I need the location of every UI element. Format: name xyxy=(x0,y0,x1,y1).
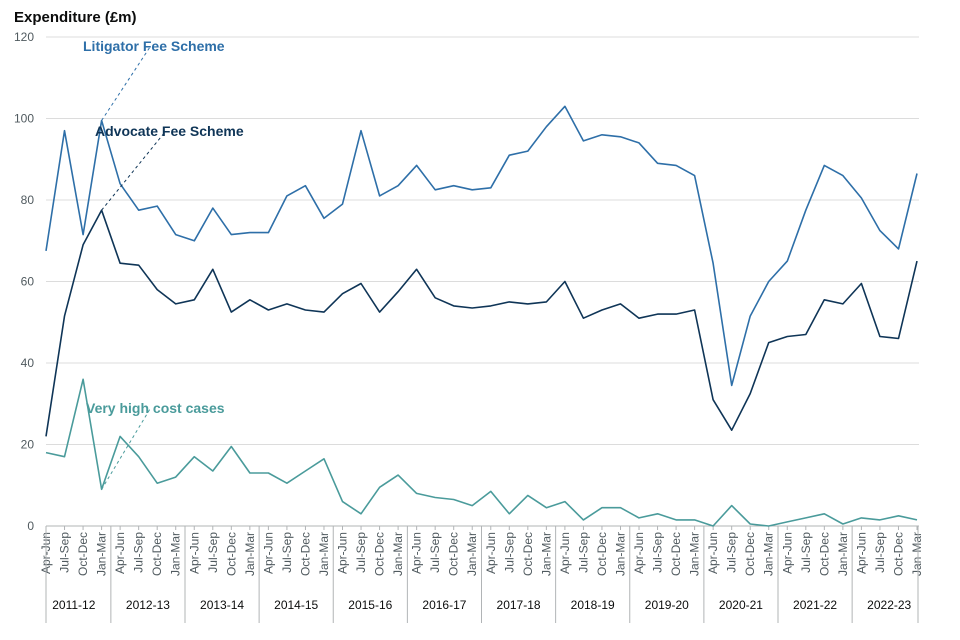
x-tick-label: Jul-Sep xyxy=(132,532,146,573)
x-tick-label: Jan-Mar xyxy=(762,532,776,576)
year-label-2016-17: 2016-17 xyxy=(422,598,466,612)
y-tick-label: 80 xyxy=(21,193,35,207)
x-tick-label: Jul-Sep xyxy=(651,532,665,573)
x-tick-label: Jul-Sep xyxy=(799,532,813,573)
y-tick-label: 0 xyxy=(27,519,34,533)
x-tick-label: Oct-Dec xyxy=(521,532,535,576)
x-tick-label: Oct-Dec xyxy=(224,532,238,576)
y-axis-ticks: 0 20 40 60 80 100 120 xyxy=(14,30,34,533)
year-label-2020-21: 2020-21 xyxy=(719,598,763,612)
x-tick-label: Oct-Dec xyxy=(447,532,461,576)
x-tick-label: Jul-Sep xyxy=(725,532,739,573)
x-tick-label: Oct-Dec xyxy=(76,532,90,576)
series-line-litigator-fee-scheme xyxy=(45,105,918,387)
x-tick-label: Jul-Sep xyxy=(58,532,72,573)
year-label-2014-15: 2014-15 xyxy=(274,598,318,612)
x-tick-label: Jul-Sep xyxy=(502,532,516,573)
x-tick-label: Jul-Sep xyxy=(576,532,590,573)
x-tick-label: Jan-Mar xyxy=(391,532,405,576)
x-tick-label: Jan-Mar xyxy=(465,532,479,576)
x-tick-label: Oct-Dec xyxy=(817,532,831,576)
x-tick-label: Apr-Jun xyxy=(261,532,275,574)
x-tick-label: Apr-Jun xyxy=(484,532,498,574)
series-line-very-high-cost-cases xyxy=(45,378,918,527)
x-tick-label: Jan-Mar xyxy=(317,532,331,576)
x-tick-label: Oct-Dec xyxy=(298,532,312,576)
gridlines xyxy=(46,36,919,527)
year-label-2018-19: 2018-19 xyxy=(571,598,615,612)
y-tick-label: 60 xyxy=(21,275,35,289)
x-tick-label: Apr-Jun xyxy=(706,532,720,574)
leader-line-very-high-cost-cases xyxy=(101,408,151,490)
leader-line-advocate-fee-scheme xyxy=(101,131,166,211)
series-label-very-high-cost-cases: Very high cost cases xyxy=(86,400,225,416)
x-tick-label: Oct-Dec xyxy=(669,532,683,576)
x-tick-label: Apr-Jun xyxy=(187,532,201,574)
x-tick-label: Oct-Dec xyxy=(743,532,757,576)
y-tick-label: 40 xyxy=(21,356,35,370)
x-tick-label: Apr-Jun xyxy=(854,532,868,574)
x-tick-label: Jul-Sep xyxy=(280,532,294,573)
x-tick-label: Oct-Dec xyxy=(150,532,164,576)
year-label-2022-23: 2022-23 xyxy=(867,598,911,612)
y-tick-label: 120 xyxy=(14,30,34,44)
x-tick-label: Jan-Mar xyxy=(539,532,553,576)
series-labels: Litigator Fee Scheme Advocate Fee Scheme V… xyxy=(83,38,244,490)
x-tick-label: Oct-Dec xyxy=(373,532,387,576)
x-tick-label: Jan-Mar xyxy=(910,532,924,576)
x-tick-label: Jan-Mar xyxy=(95,532,109,576)
x-tick-label: Apr-Jun xyxy=(113,532,127,574)
x-tick-label: Jan-Mar xyxy=(169,532,183,576)
x-tick-label: Jan-Mar xyxy=(243,532,257,576)
x-tick-label: Jul-Sep xyxy=(428,532,442,573)
year-label-2019-20: 2019-20 xyxy=(645,598,689,612)
y-axis-title: Expenditure (£m) xyxy=(14,9,137,26)
series-label-litigator-fee-scheme: Litigator Fee Scheme xyxy=(83,38,225,54)
year-label-2012-13: 2012-13 xyxy=(126,598,170,612)
x-tick-label: Jan-Mar xyxy=(688,532,702,576)
x-tick-label: Jan-Mar xyxy=(836,532,850,576)
x-axis: Apr-Jun Jul-Sep Oct-Dec Jan-Mar Apr-Jun Jul-S… xyxy=(39,526,924,623)
x-tick-label: Jan-Mar xyxy=(613,532,627,576)
series-line-advocate-fee-scheme xyxy=(45,209,918,437)
series-label-advocate-fee-scheme: Advocate Fee Scheme xyxy=(95,123,244,139)
year-label-2013-14: 2013-14 xyxy=(200,598,244,612)
year-label-2017-18: 2017-18 xyxy=(497,598,541,612)
x-tick-label: Jul-Sep xyxy=(354,532,368,573)
leader-line-litigator-fee-scheme xyxy=(101,46,151,121)
x-tick-label: Jul-Sep xyxy=(206,532,220,573)
x-tick-label: Apr-Jun xyxy=(780,532,794,574)
x-tick-label: Apr-Jun xyxy=(410,532,424,574)
year-label-2021-22: 2021-22 xyxy=(793,598,837,612)
x-tick-label: Oct-Dec xyxy=(891,532,905,576)
x-tick-label: Oct-Dec xyxy=(595,532,609,576)
x-tick-label: Apr-Jun xyxy=(558,532,572,574)
x-tick-label: Apr-Jun xyxy=(632,532,646,574)
x-tick-label: Apr-Jun xyxy=(336,532,350,574)
year-label-2011-12: 2011-12 xyxy=(52,598,95,612)
x-tick-label: Jul-Sep xyxy=(873,532,887,573)
year-label-2015-16: 2015-16 xyxy=(348,598,392,612)
series-lines xyxy=(45,105,918,527)
y-tick-label: 20 xyxy=(21,438,35,452)
y-tick-label: 100 xyxy=(14,112,34,126)
